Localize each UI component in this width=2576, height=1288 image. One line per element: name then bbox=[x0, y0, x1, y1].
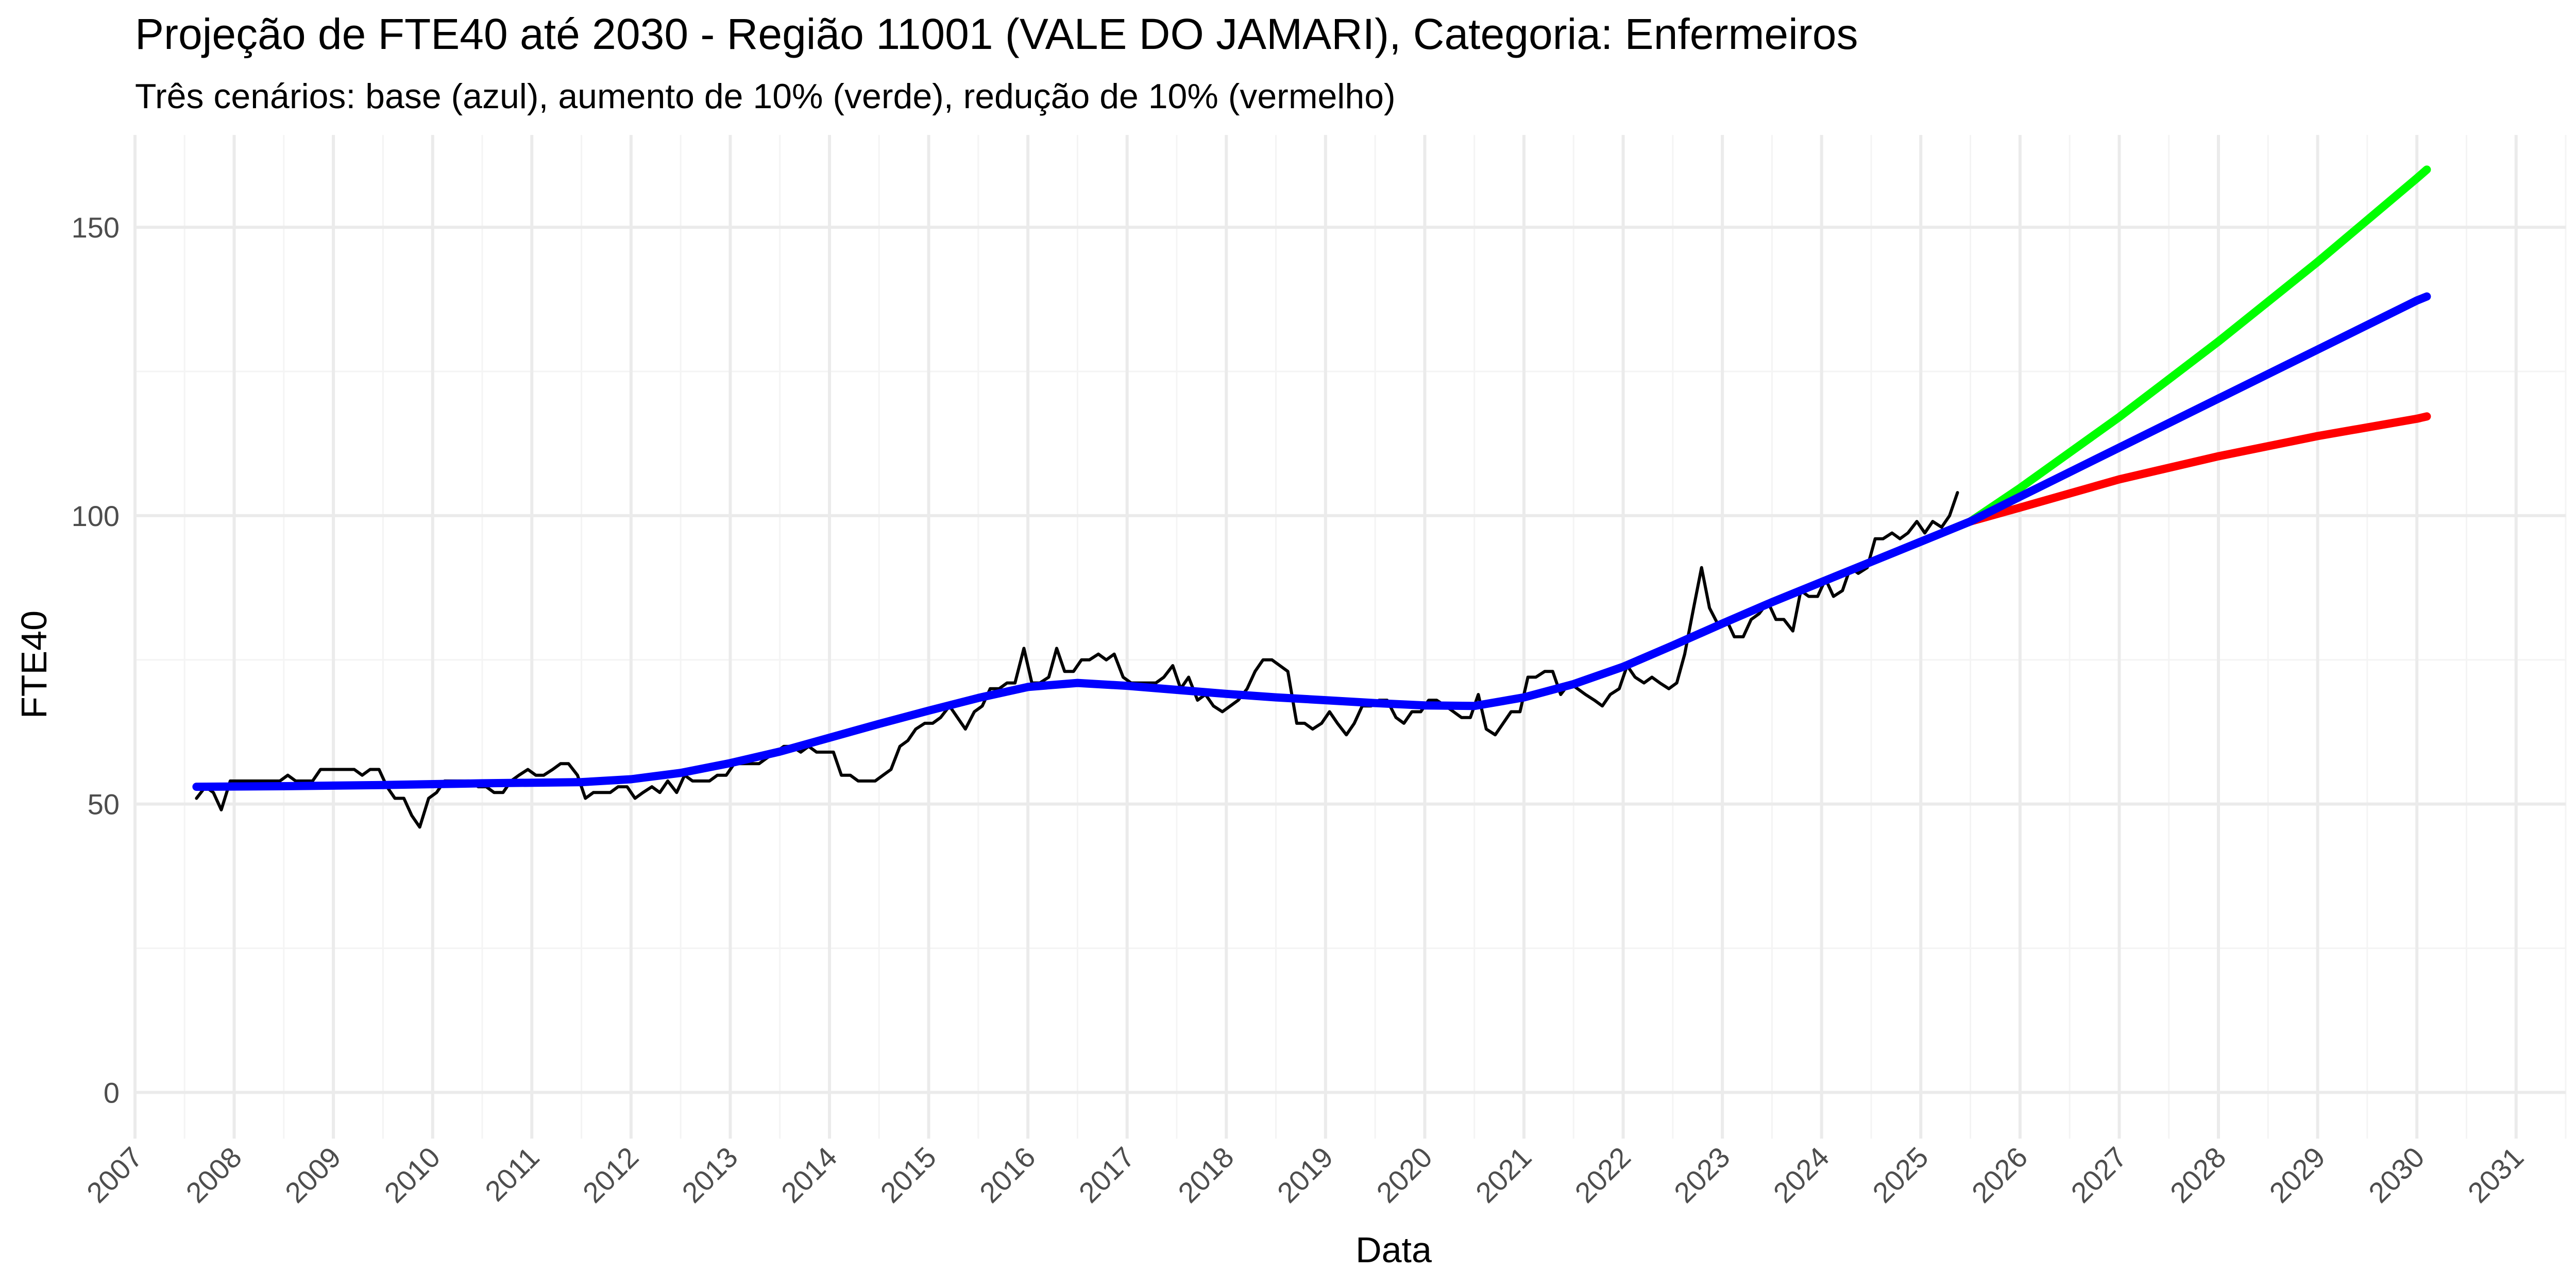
y-tick-label: 0 bbox=[104, 1076, 120, 1109]
base-fit-series-line bbox=[192, 517, 1975, 791]
chart-title: Projeção de FTE40 até 2030 - Região 1100… bbox=[135, 10, 1858, 58]
decrease-scenario-series-line bbox=[1966, 412, 2431, 526]
y-tick-label: 100 bbox=[72, 500, 120, 532]
increase-scenario-series-line bbox=[1966, 165, 2431, 526]
observed-series-line bbox=[195, 491, 1959, 829]
x-axis-title: Data bbox=[1355, 1230, 1432, 1270]
base-projection-series-line bbox=[1966, 292, 2431, 526]
series-group bbox=[192, 165, 2431, 829]
y-axis-title: FTE40 bbox=[14, 611, 54, 719]
y-tick-labels: 0 50 100 150 bbox=[72, 211, 120, 1109]
grid bbox=[133, 135, 2567, 1139]
y-tick-label: 150 bbox=[72, 211, 120, 244]
y-tick-label: 50 bbox=[88, 788, 120, 821]
chart-subtitle: Três cenários: base (azul), aumento de 1… bbox=[135, 77, 1396, 116]
